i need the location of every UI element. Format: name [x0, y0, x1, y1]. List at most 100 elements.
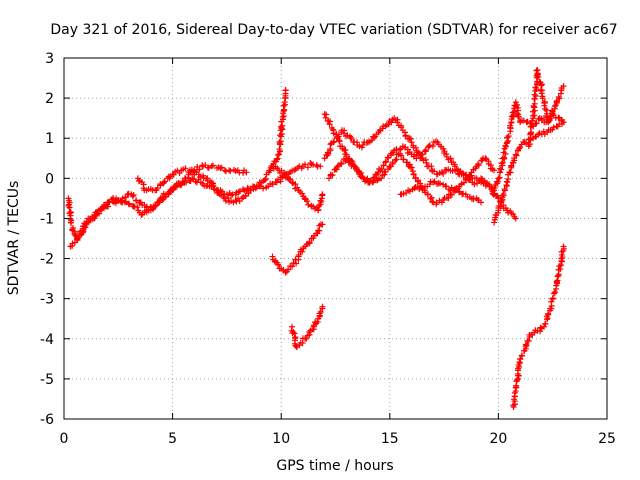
- data-point-interp: [218, 164, 225, 171]
- data-point: [491, 167, 498, 174]
- data-point-interp: [338, 161, 345, 168]
- data-point-interp: [498, 198, 505, 205]
- data-point-interp: [474, 161, 481, 168]
- data-point-interp: [532, 92, 539, 99]
- data-point-interp: [304, 198, 311, 205]
- x-tick-label: 25: [598, 431, 616, 447]
- data-point-interp: [456, 188, 463, 195]
- data-point-interp: [348, 157, 355, 164]
- data-point-interp: [443, 183, 450, 190]
- data-point-interp: [541, 102, 548, 109]
- data-point-interp: [505, 133, 512, 140]
- data-point-interp: [537, 324, 544, 331]
- data-point-interp: [275, 152, 282, 159]
- data-point-interp: [419, 151, 426, 158]
- data-point-interp: [293, 260, 300, 267]
- series-track-e: [269, 221, 326, 276]
- data-point: [282, 87, 289, 94]
- data-point-interp: [170, 186, 177, 193]
- data-point-interp: [82, 224, 89, 231]
- data-point-interp: [494, 178, 501, 185]
- data-point-interp: [329, 172, 336, 179]
- y-tick-label: 0: [45, 171, 54, 187]
- data-point-interp: [515, 113, 522, 120]
- data-point: [195, 171, 202, 178]
- data-point-interp: [285, 266, 292, 273]
- data-point-interp: [262, 176, 269, 183]
- series-track-m: [510, 243, 567, 410]
- data-point-interp: [236, 188, 243, 195]
- data-point-interp: [299, 248, 306, 255]
- data-point-interp: [545, 310, 552, 317]
- data-point-interp: [407, 135, 414, 142]
- data-point: [541, 323, 548, 330]
- x-tick-label: 5: [168, 431, 177, 447]
- data-point: [495, 175, 502, 182]
- data-point-interp: [409, 168, 416, 175]
- data-point: [289, 179, 296, 186]
- data-point-interp: [510, 211, 517, 218]
- x-axis-ticks: 0 5 10 15 20 25: [60, 58, 616, 447]
- data-point-interp: [235, 188, 242, 195]
- data-point: [369, 179, 376, 186]
- data-point: [145, 207, 152, 214]
- data-point-interp: [276, 146, 283, 153]
- data-point-interp: [415, 177, 422, 184]
- data-point-interp: [91, 215, 98, 222]
- data-point-interp: [161, 178, 168, 185]
- data-point-interp: [196, 166, 203, 173]
- data-point-interp: [260, 185, 267, 192]
- series-track-f: [288, 303, 326, 351]
- y-tick-label: -4: [40, 332, 54, 348]
- data-point: [560, 83, 567, 90]
- data-point-interp: [185, 174, 192, 181]
- y-tick-label: -1: [40, 211, 54, 227]
- data-point-interp: [68, 219, 75, 226]
- data-point-interp: [370, 178, 377, 185]
- data-point-interp: [431, 168, 438, 175]
- data-point: [478, 199, 485, 206]
- data-point-interp: [305, 201, 312, 208]
- data-point-interp: [542, 320, 549, 327]
- data-point: [334, 163, 341, 170]
- data-point-interp: [551, 289, 558, 296]
- data-point-interp: [538, 90, 545, 97]
- data-point-interp: [227, 168, 234, 175]
- data-point: [491, 219, 498, 226]
- data-point-interp: [130, 192, 137, 199]
- x-tick-label: 15: [381, 431, 399, 447]
- data-point-interp: [533, 120, 540, 127]
- data-point-interp: [242, 193, 249, 200]
- y-tick-label: -2: [40, 252, 54, 268]
- data-point-interp: [506, 169, 513, 176]
- data-point-interp: [126, 201, 133, 208]
- y-tick-label: -6: [40, 412, 54, 428]
- data-point-interp: [428, 163, 435, 170]
- plot-frame: [63, 57, 608, 420]
- data-point: [339, 143, 346, 150]
- y-axis-ticks: 3 2 1 0 -1 -2 -3 -4 -5 -6: [40, 51, 607, 428]
- data-point-interp: [532, 84, 539, 91]
- series-track-l: [525, 67, 567, 150]
- data-point-interp: [535, 73, 542, 80]
- data-point-interp: [498, 166, 505, 173]
- data-point-interp: [440, 170, 447, 177]
- data-point-interp: [533, 67, 540, 74]
- x-axis-label: GPS time / hours: [276, 458, 393, 474]
- data-point-interp: [523, 139, 530, 146]
- data-point-interp: [516, 359, 523, 366]
- data-point-interp: [359, 142, 366, 149]
- data-point-interp: [306, 239, 313, 246]
- data-point-interp: [551, 290, 558, 297]
- data-point-interp: [316, 222, 323, 229]
- data-point-interp: [182, 165, 189, 172]
- data-point-interp: [555, 114, 562, 121]
- data-point-interp: [426, 181, 433, 188]
- data-point-interp: [471, 181, 478, 188]
- data-point: [321, 155, 328, 162]
- data-point-interp: [423, 159, 430, 166]
- data-point-interp: [364, 175, 371, 182]
- data-point-interp: [303, 335, 310, 342]
- data-point-interp: [448, 191, 455, 198]
